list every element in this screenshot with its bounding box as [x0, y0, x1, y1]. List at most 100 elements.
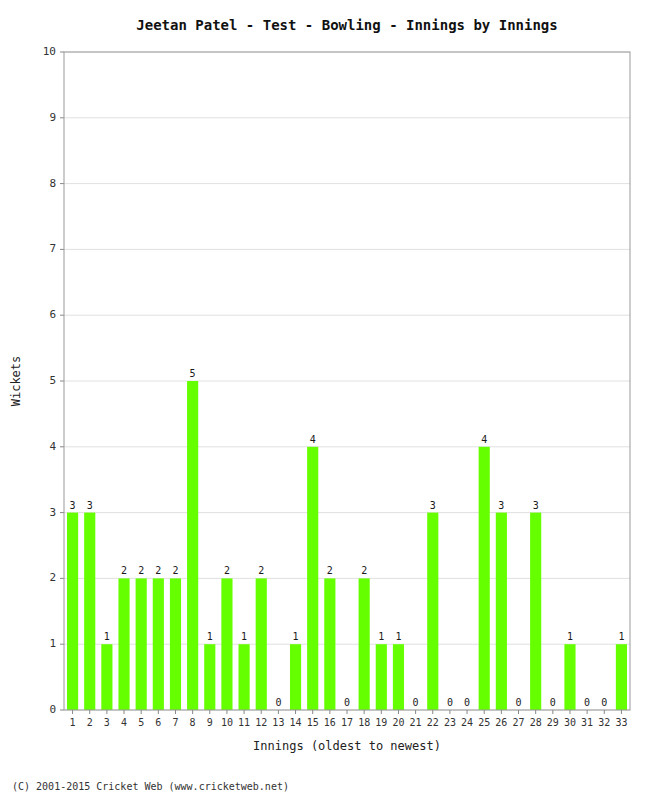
grid-line [64, 446, 630, 447]
data-labels: 331222251212014202110300430301001 [70, 368, 625, 708]
x-tick-label: 15 [307, 717, 319, 728]
data-label: 0 [413, 697, 419, 708]
x-tick [312, 710, 313, 714]
y-tick-label: 4 [49, 440, 56, 453]
x-tick-label: 32 [598, 717, 610, 728]
x-tick-label: 21 [410, 717, 422, 728]
x-tick-label: 19 [375, 717, 387, 728]
bar [256, 578, 267, 710]
x-tick [347, 710, 348, 714]
grid-line [64, 512, 630, 513]
x-tick [244, 710, 245, 714]
x-tick-label: 11 [238, 717, 250, 728]
x-tick [278, 710, 279, 714]
y-tick [60, 512, 64, 513]
y-tick-label: 5 [49, 374, 56, 387]
x-tick-label: 29 [547, 717, 559, 728]
grid-line [64, 117, 630, 118]
x-tick-label: 10 [221, 717, 233, 728]
bar [427, 513, 438, 710]
data-label: 1 [618, 631, 624, 642]
x-tick [158, 710, 159, 714]
bar [616, 644, 627, 710]
bar [307, 447, 318, 710]
bar [153, 578, 164, 710]
x-tick [518, 710, 519, 714]
x-tick [261, 710, 262, 714]
x-tick-label: 27 [512, 717, 524, 728]
x-tick [569, 710, 570, 714]
x-tick-label: 30 [564, 717, 576, 728]
bar [187, 381, 198, 710]
x-tick [141, 710, 142, 714]
x-tick-label: 9 [207, 717, 213, 728]
x-tick [415, 710, 416, 714]
x-tick [467, 710, 468, 714]
x-tick [587, 710, 588, 714]
bar [564, 644, 575, 710]
bar [376, 644, 387, 710]
x-tick [89, 710, 90, 714]
data-label: 2 [224, 565, 230, 576]
y-tick [60, 710, 64, 711]
plot-frame [64, 52, 630, 710]
bar [239, 644, 250, 710]
bar [204, 644, 215, 710]
y-tick-label: 2 [49, 571, 56, 584]
x-tick [226, 710, 227, 714]
bar [359, 578, 370, 710]
x-tick-label: 31 [581, 717, 593, 728]
x-tick [381, 710, 382, 714]
grid-line [64, 249, 630, 250]
data-label: 0 [584, 697, 590, 708]
y-tick [60, 315, 64, 316]
bar [101, 644, 112, 710]
x-tick-label: 2 [87, 717, 93, 728]
data-label: 3 [70, 500, 76, 511]
data-label: 2 [327, 565, 333, 576]
x-tick [535, 710, 536, 714]
grid-line [64, 578, 630, 579]
y-tick [60, 381, 64, 382]
data-label: 3 [533, 500, 539, 511]
data-label: 1 [207, 631, 213, 642]
data-label: 1 [567, 631, 573, 642]
x-tick [501, 710, 502, 714]
x-tick-label: 17 [341, 717, 353, 728]
data-label: 2 [172, 565, 178, 576]
x-tick [364, 710, 365, 714]
x-tick [124, 710, 125, 714]
x-tick-label: 5 [138, 717, 144, 728]
chart-container: 0123456789103312222512120142021103004303… [0, 0, 650, 800]
data-label: 1 [104, 631, 110, 642]
bar [496, 513, 507, 710]
x-tick-label: 12 [255, 717, 267, 728]
footer: (C) 2001-2015 Cricket Web (www.cricketwe… [12, 781, 289, 792]
bar [136, 578, 147, 710]
grid-line [64, 183, 630, 184]
x-tick [192, 710, 193, 714]
data-label: 2 [361, 565, 367, 576]
y-tick-label: 1 [49, 637, 56, 650]
x-tick-label: 7 [172, 717, 178, 728]
data-label: 2 [258, 565, 264, 576]
data-label: 1 [395, 631, 401, 642]
y-tick-label: 10 [43, 45, 56, 58]
x-tick [398, 710, 399, 714]
x-tick-label: 16 [324, 717, 336, 728]
bar [530, 513, 541, 710]
bar [84, 513, 95, 710]
x-tick-label: 33 [615, 717, 627, 728]
data-label: 0 [550, 697, 556, 708]
x-tick-label: 13 [272, 717, 284, 728]
bar [324, 578, 335, 710]
x-tick [621, 710, 622, 714]
x-tick [209, 710, 210, 714]
x-tick [484, 710, 485, 714]
bar [479, 447, 490, 710]
grid [64, 52, 630, 710]
bar [118, 578, 129, 710]
data-label: 3 [87, 500, 93, 511]
background [0, 0, 650, 800]
data-label: 1 [293, 631, 299, 642]
